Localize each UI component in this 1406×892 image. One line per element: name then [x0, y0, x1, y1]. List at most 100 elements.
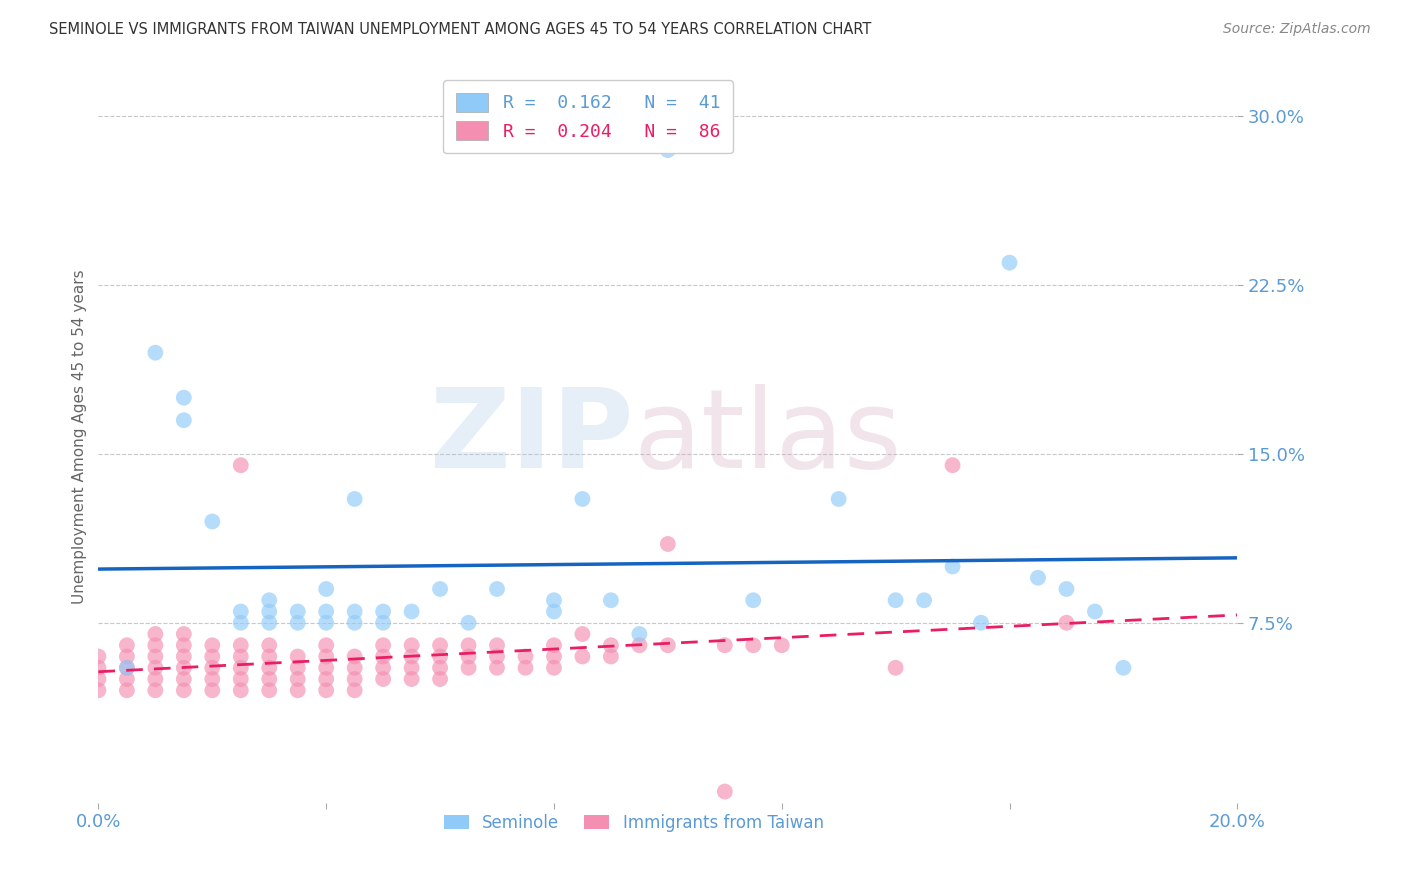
Point — [173, 672, 195, 686]
Point — [657, 638, 679, 652]
Point — [229, 615, 252, 630]
Point — [87, 649, 110, 664]
Text: SEMINOLE VS IMMIGRANTS FROM TAIWAN UNEMPLOYMENT AMONG AGES 45 TO 54 YEARS CORREL: SEMINOLE VS IMMIGRANTS FROM TAIWAN UNEMP… — [49, 22, 872, 37]
Point — [115, 683, 138, 698]
Point — [429, 582, 451, 596]
Point — [259, 661, 281, 675]
Point — [173, 638, 195, 652]
Point — [457, 661, 479, 675]
Point — [259, 649, 281, 664]
Point — [87, 672, 110, 686]
Point — [201, 638, 224, 652]
Point — [600, 593, 623, 607]
Point — [287, 605, 309, 619]
Point — [201, 683, 224, 698]
Point — [315, 582, 337, 596]
Point — [1026, 571, 1049, 585]
Point — [515, 649, 537, 664]
Point — [315, 661, 337, 675]
Point — [628, 638, 651, 652]
Point — [115, 638, 138, 652]
Point — [343, 649, 366, 664]
Point — [429, 649, 451, 664]
Point — [87, 661, 110, 675]
Point — [115, 649, 138, 664]
Point — [315, 605, 337, 619]
Point — [373, 615, 395, 630]
Legend: Seminole, Immigrants from Taiwan: Seminole, Immigrants from Taiwan — [437, 807, 831, 838]
Point — [259, 683, 281, 698]
Text: Source: ZipAtlas.com: Source: ZipAtlas.com — [1223, 22, 1371, 37]
Point — [401, 649, 423, 664]
Point — [173, 627, 195, 641]
Point — [229, 458, 252, 473]
Point — [401, 638, 423, 652]
Point — [657, 143, 679, 157]
Point — [287, 683, 309, 698]
Point — [315, 672, 337, 686]
Point — [373, 649, 395, 664]
Point — [115, 672, 138, 686]
Point — [343, 605, 366, 619]
Point — [429, 638, 451, 652]
Point — [884, 593, 907, 607]
Point — [343, 683, 366, 698]
Point — [657, 537, 679, 551]
Point — [401, 661, 423, 675]
Point — [1056, 615, 1078, 630]
Point — [173, 683, 195, 698]
Point — [714, 638, 737, 652]
Point — [201, 649, 224, 664]
Point — [315, 638, 337, 652]
Point — [145, 661, 167, 675]
Point — [229, 661, 252, 675]
Point — [429, 661, 451, 675]
Point — [600, 638, 623, 652]
Point — [315, 649, 337, 664]
Point — [201, 672, 224, 686]
Point — [942, 559, 965, 574]
Point — [229, 649, 252, 664]
Point — [315, 683, 337, 698]
Point — [287, 672, 309, 686]
Point — [373, 638, 395, 652]
Point — [173, 649, 195, 664]
Point — [229, 683, 252, 698]
Text: atlas: atlas — [634, 384, 903, 491]
Point — [515, 661, 537, 675]
Point — [373, 661, 395, 675]
Point — [259, 593, 281, 607]
Point — [115, 661, 138, 675]
Point — [229, 672, 252, 686]
Point — [343, 491, 366, 506]
Point — [343, 661, 366, 675]
Point — [259, 605, 281, 619]
Point — [486, 638, 509, 652]
Point — [600, 649, 623, 664]
Point — [287, 615, 309, 630]
Point — [543, 661, 565, 675]
Point — [457, 638, 479, 652]
Point — [571, 627, 593, 641]
Point — [457, 649, 479, 664]
Point — [173, 413, 195, 427]
Point — [229, 605, 252, 619]
Point — [343, 672, 366, 686]
Point — [1112, 661, 1135, 675]
Point — [87, 683, 110, 698]
Point — [401, 672, 423, 686]
Point — [828, 491, 851, 506]
Point — [1084, 605, 1107, 619]
Point — [145, 345, 167, 359]
Point — [486, 661, 509, 675]
Point — [942, 458, 965, 473]
Point — [145, 649, 167, 664]
Point — [970, 615, 993, 630]
Point — [742, 638, 765, 652]
Point — [173, 661, 195, 675]
Point — [543, 593, 565, 607]
Point — [571, 649, 593, 664]
Point — [543, 649, 565, 664]
Point — [343, 615, 366, 630]
Point — [373, 605, 395, 619]
